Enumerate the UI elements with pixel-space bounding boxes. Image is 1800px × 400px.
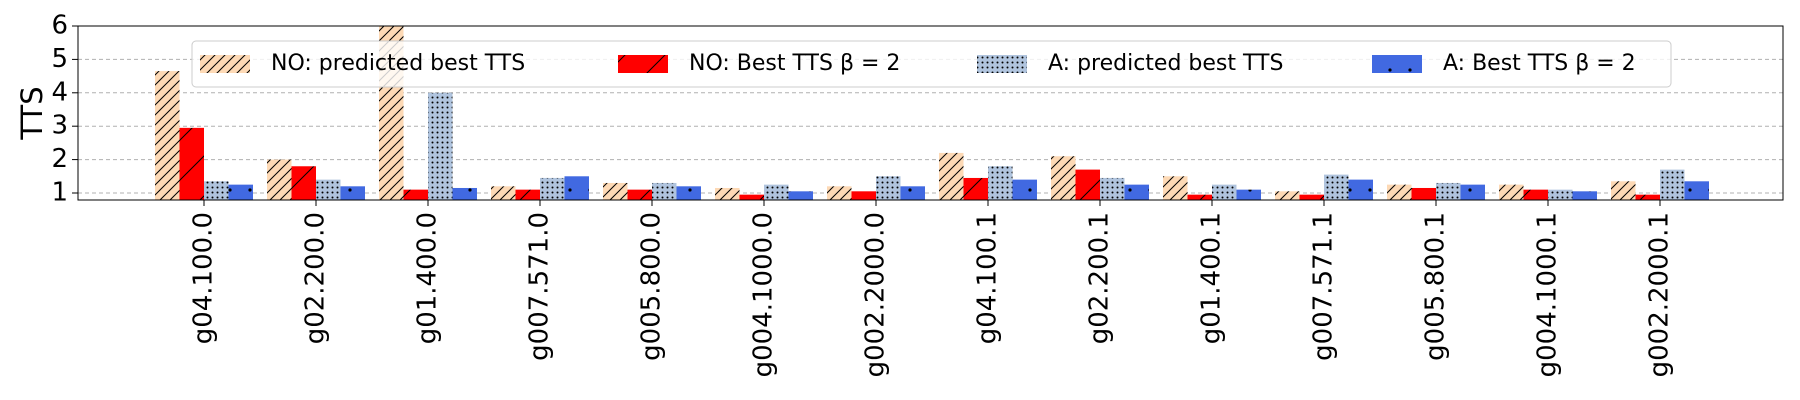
plot-frame bbox=[77, 25, 1784, 201]
bar bbox=[204, 181, 229, 200]
bar bbox=[564, 176, 589, 200]
bar bbox=[963, 177, 988, 200]
y-tick-label: 1 bbox=[51, 177, 68, 207]
bar bbox=[1236, 189, 1261, 200]
x-tick-label: g02.200.1 bbox=[1085, 212, 1115, 344]
bar bbox=[1611, 181, 1636, 200]
legend-label: NO: predicted best TTS bbox=[271, 51, 525, 76]
bar bbox=[939, 152, 964, 200]
bar bbox=[515, 189, 540, 200]
bar bbox=[764, 184, 789, 200]
y-tick-label: 2 bbox=[51, 144, 68, 174]
legend-swatch bbox=[200, 55, 250, 73]
bar bbox=[428, 92, 453, 200]
bar bbox=[1124, 184, 1149, 200]
x-tick-label: g01.400.1 bbox=[1197, 212, 1227, 344]
bar bbox=[1187, 194, 1212, 200]
bar bbox=[340, 186, 365, 200]
bar bbox=[876, 176, 901, 200]
legend-box bbox=[191, 40, 1672, 88]
bar bbox=[1436, 182, 1461, 200]
bar bbox=[1051, 156, 1076, 200]
bar bbox=[1684, 181, 1709, 200]
x-tick-label: g004.1000.0 bbox=[749, 212, 779, 377]
x-tick-label: g005.800.1 bbox=[1421, 212, 1451, 361]
legend-label: A: predicted best TTS bbox=[1048, 51, 1283, 76]
legend: NO: predicted best TTS NO: Best TTS β = 2… bbox=[191, 40, 1672, 88]
x-tick-label: g007.571.1 bbox=[1309, 212, 1339, 361]
x-tick-label: g01.400.0 bbox=[413, 212, 443, 344]
bar bbox=[228, 184, 253, 200]
y-axis-label: TTS bbox=[15, 86, 49, 140]
bar bbox=[1012, 179, 1037, 200]
bar bbox=[1411, 187, 1436, 200]
bar bbox=[827, 186, 852, 200]
y-tick-label: 6 bbox=[51, 11, 68, 41]
bar bbox=[1572, 191, 1597, 200]
bar bbox=[1075, 169, 1100, 200]
x-tick-label: g002.2000.0 bbox=[861, 212, 891, 377]
y-tick-label: 5 bbox=[51, 44, 68, 74]
bar bbox=[1299, 194, 1324, 200]
legend-label: NO: Best TTS β = 2 bbox=[689, 51, 900, 76]
bar bbox=[603, 182, 628, 200]
bar bbox=[1387, 184, 1412, 200]
bar bbox=[1548, 189, 1573, 200]
y-tick-label: 4 bbox=[51, 77, 68, 107]
bar bbox=[988, 166, 1013, 200]
bar bbox=[1324, 174, 1349, 200]
bar bbox=[1348, 179, 1373, 200]
legend-swatch bbox=[1372, 55, 1422, 73]
x-tick-label: g02.200.0 bbox=[301, 212, 331, 344]
bar bbox=[1163, 176, 1188, 200]
x-tick-label: g04.100.0 bbox=[189, 212, 219, 344]
bar bbox=[627, 189, 652, 200]
bar bbox=[676, 186, 701, 200]
legend-swatch bbox=[618, 55, 668, 73]
x-tick-label: g005.800.0 bbox=[637, 212, 667, 361]
bar bbox=[1212, 184, 1237, 200]
bar bbox=[267, 159, 292, 200]
bar bbox=[540, 177, 565, 200]
legend-swatch bbox=[977, 55, 1027, 73]
bar bbox=[1660, 169, 1685, 200]
x-tick-label: g007.571.0 bbox=[525, 212, 555, 361]
bar bbox=[1460, 184, 1485, 200]
bar bbox=[403, 189, 428, 200]
bar bbox=[900, 186, 925, 200]
bar bbox=[1275, 191, 1300, 200]
legend-label: A: Best TTS β = 2 bbox=[1443, 51, 1636, 76]
bar bbox=[715, 187, 740, 200]
bar bbox=[452, 187, 477, 200]
y-tick-label: 3 bbox=[51, 111, 68, 141]
bar bbox=[652, 182, 677, 200]
bar bbox=[788, 191, 813, 200]
bar bbox=[291, 166, 316, 200]
bar bbox=[851, 191, 876, 200]
bar bbox=[1499, 184, 1524, 200]
x-tick-label: g004.1000.1 bbox=[1533, 212, 1563, 377]
bar bbox=[179, 127, 204, 200]
x-tick-label: g002.2000.1 bbox=[1645, 212, 1675, 377]
bar bbox=[1523, 189, 1548, 200]
bar bbox=[739, 194, 764, 200]
bar bbox=[155, 71, 180, 201]
bar bbox=[1100, 177, 1125, 200]
bar bbox=[1635, 194, 1660, 200]
x-tick-label: g04.100.1 bbox=[973, 212, 1003, 344]
bar bbox=[316, 179, 341, 200]
bar bbox=[491, 186, 516, 200]
